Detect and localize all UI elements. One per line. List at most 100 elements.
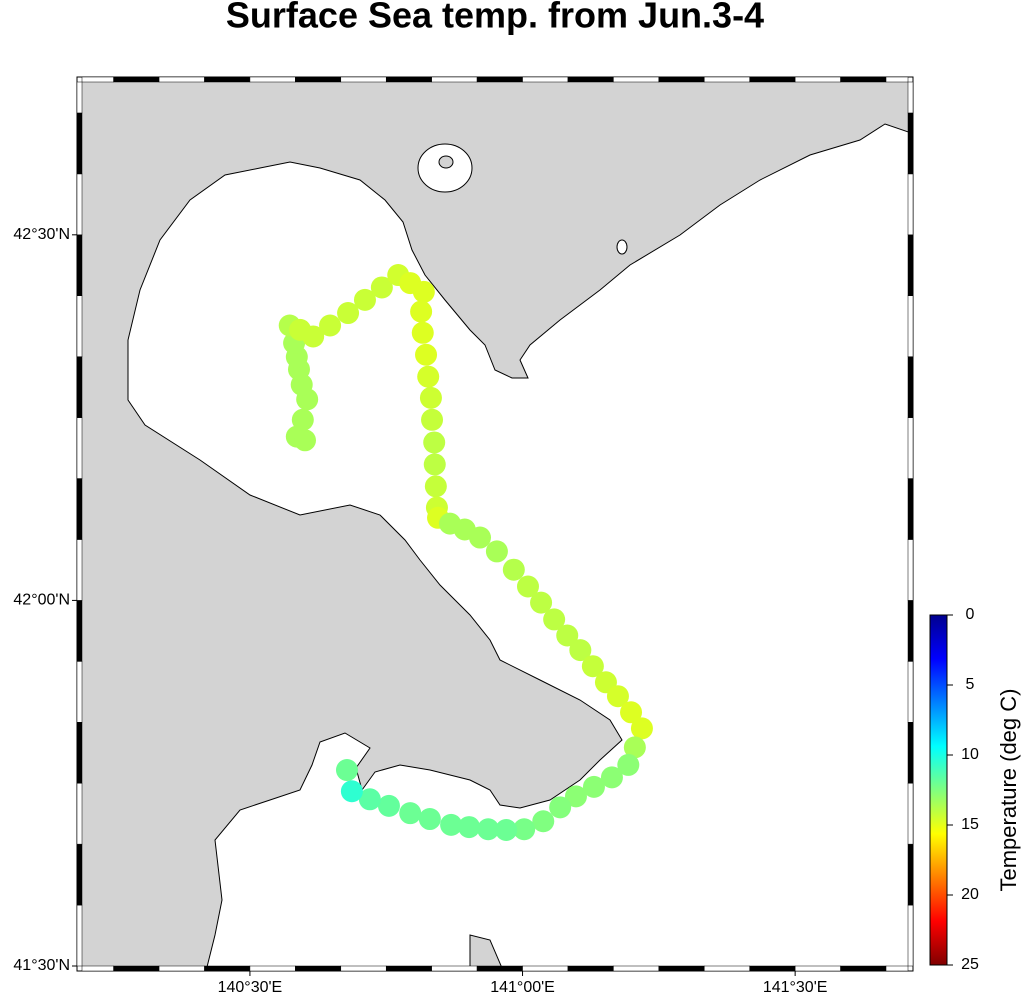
frame-block bbox=[76, 904, 83, 967]
frame-block bbox=[158, 76, 205, 83]
y-tick-label: 42°30'N bbox=[13, 226, 70, 243]
sample-point bbox=[358, 788, 381, 811]
sample-point bbox=[417, 365, 440, 388]
frame-block bbox=[431, 965, 478, 972]
sample-point bbox=[415, 343, 438, 366]
frame-block bbox=[81, 965, 114, 972]
frame-block bbox=[340, 76, 387, 83]
sample-point bbox=[370, 276, 393, 299]
frame-block bbox=[885, 965, 909, 972]
colorbar-tick-label: 10 bbox=[961, 746, 979, 763]
frame-block bbox=[907, 904, 914, 967]
sample-point bbox=[516, 575, 539, 598]
frame-block bbox=[249, 76, 296, 83]
frame-block bbox=[522, 76, 569, 83]
x-tick-label: 141°00'E bbox=[490, 979, 555, 996]
sample-point bbox=[340, 780, 363, 803]
frame-block bbox=[476, 965, 523, 972]
frame-block bbox=[81, 76, 114, 83]
frame-block bbox=[76, 782, 83, 845]
sample-point bbox=[419, 386, 442, 409]
frame-block bbox=[76, 173, 83, 236]
sample-point bbox=[293, 429, 316, 452]
frame-block bbox=[907, 295, 914, 357]
sample-point bbox=[412, 280, 435, 303]
sample-point bbox=[623, 736, 646, 759]
sample-point bbox=[421, 408, 444, 431]
frame-block bbox=[613, 76, 660, 83]
frame-block bbox=[749, 76, 796, 83]
frame-block bbox=[907, 661, 914, 723]
frame-block bbox=[658, 965, 705, 972]
frame-block bbox=[204, 76, 251, 83]
colorbar-tick-label: 0 bbox=[966, 606, 975, 623]
sample-point bbox=[411, 321, 434, 344]
frame-block bbox=[840, 965, 887, 972]
frame-block bbox=[658, 76, 705, 83]
frame-block bbox=[907, 81, 914, 114]
frame-block bbox=[907, 356, 914, 418]
sample-point bbox=[319, 314, 342, 337]
frame-block bbox=[340, 965, 387, 972]
frame-block bbox=[907, 112, 914, 175]
frame-block bbox=[794, 965, 841, 972]
sample-point bbox=[620, 701, 643, 724]
y-tick-label: 42°00'N bbox=[13, 592, 70, 609]
frame-block bbox=[76, 417, 83, 479]
sample-point bbox=[543, 608, 566, 631]
frame-block bbox=[907, 234, 914, 296]
frame-block bbox=[76, 112, 83, 175]
sample-point bbox=[630, 717, 653, 740]
sample-point bbox=[423, 453, 446, 476]
sample-point bbox=[606, 685, 629, 708]
sample-point bbox=[410, 300, 433, 323]
frame-block bbox=[385, 76, 432, 83]
frame-block bbox=[295, 76, 342, 83]
sample-point bbox=[399, 802, 422, 825]
frame-block bbox=[76, 356, 83, 418]
sample-point bbox=[458, 816, 481, 839]
frame-block bbox=[749, 965, 796, 972]
frame-block bbox=[76, 295, 83, 357]
sample-point bbox=[485, 540, 508, 563]
track bbox=[278, 264, 653, 841]
frame-block bbox=[113, 965, 160, 972]
frame-block bbox=[385, 965, 432, 972]
sample-point bbox=[600, 766, 623, 789]
sample-point bbox=[495, 819, 518, 841]
sample-point bbox=[530, 591, 553, 614]
frame-block bbox=[76, 722, 83, 784]
sample-point bbox=[302, 325, 325, 348]
frame-block bbox=[885, 76, 909, 83]
sample-point bbox=[469, 526, 492, 549]
sample-point bbox=[291, 408, 314, 431]
frame-block bbox=[907, 539, 914, 601]
colorbar bbox=[929, 614, 948, 966]
frame-block bbox=[76, 81, 83, 114]
frame-block bbox=[76, 539, 83, 601]
frame-block bbox=[704, 76, 750, 83]
frame-block bbox=[794, 76, 841, 83]
frame-block bbox=[567, 76, 614, 83]
sample-point bbox=[569, 639, 592, 662]
sample-point bbox=[582, 775, 605, 798]
sample-point bbox=[532, 810, 555, 833]
colorbar-tick-label: 5 bbox=[966, 676, 975, 693]
colorbar-tick-label: 25 bbox=[961, 956, 979, 973]
frame-block bbox=[522, 965, 569, 972]
frame-block bbox=[907, 600, 914, 662]
sample-point bbox=[418, 808, 441, 831]
sample-point bbox=[549, 796, 572, 819]
frame-block bbox=[76, 661, 83, 723]
frame-block bbox=[249, 965, 296, 972]
sample-point bbox=[502, 558, 525, 581]
frame-block bbox=[204, 965, 251, 972]
y-tick-label: 41°30'N bbox=[13, 957, 70, 974]
sample-point bbox=[556, 624, 579, 647]
frame-block bbox=[76, 478, 83, 540]
frame-block bbox=[907, 782, 914, 845]
frame-block bbox=[907, 417, 914, 479]
sample-point bbox=[423, 431, 446, 454]
